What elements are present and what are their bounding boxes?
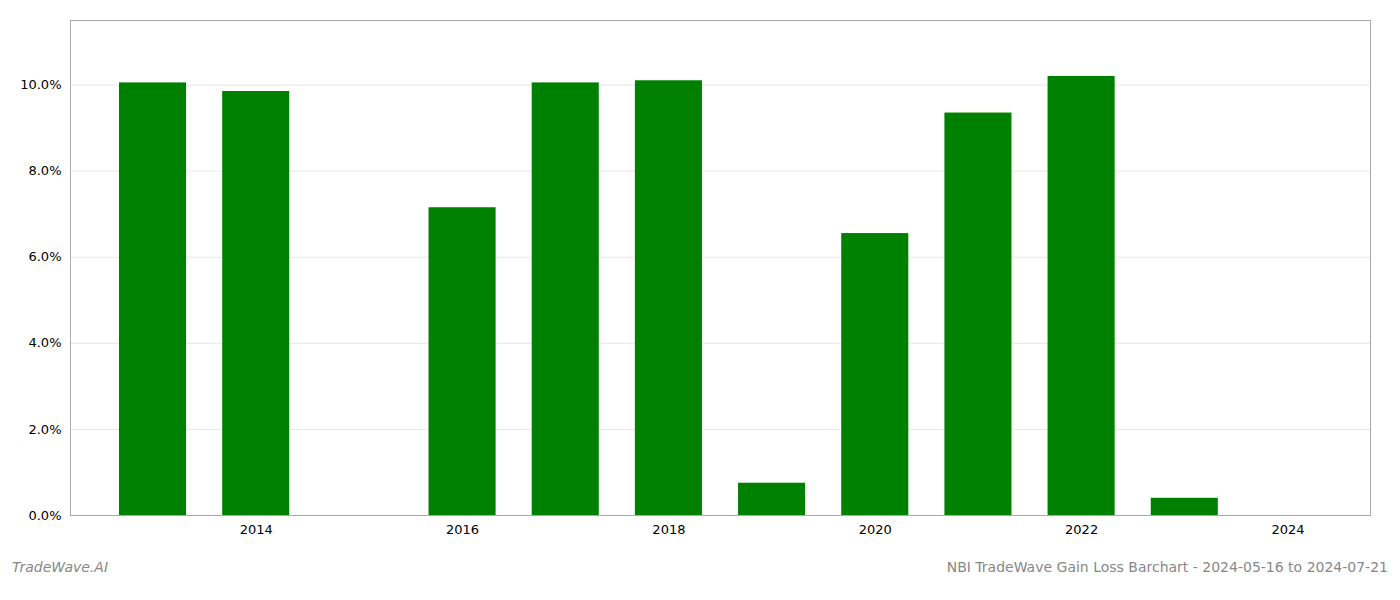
svg-text:8.0%: 8.0% <box>28 163 61 178</box>
svg-text:6.0%: 6.0% <box>28 249 61 264</box>
svg-text:2020: 2020 <box>859 522 892 537</box>
svg-text:2.0%: 2.0% <box>28 422 61 437</box>
html-text:NBI TradeWave Gain Loss Barcha: NBI TradeWave Gain Loss Barchart - 2024-… <box>946 559 1388 575</box>
svg-text:0.0%: 0.0% <box>28 508 61 523</box>
svg-text:2024: 2024 <box>1271 522 1304 537</box>
svg-text:2016: 2016 <box>446 522 479 537</box>
svg-text:10.0%: 10.0% <box>20 77 61 92</box>
html-text:TradeWave.AI: TradeWave.AI <box>12 559 108 575</box>
svg-text:2014: 2014 <box>240 522 273 537</box>
svg-text:2018: 2018 <box>652 522 685 537</box>
svg-text:2022: 2022 <box>1065 522 1098 537</box>
svg-text:4.0%: 4.0% <box>28 335 61 350</box>
